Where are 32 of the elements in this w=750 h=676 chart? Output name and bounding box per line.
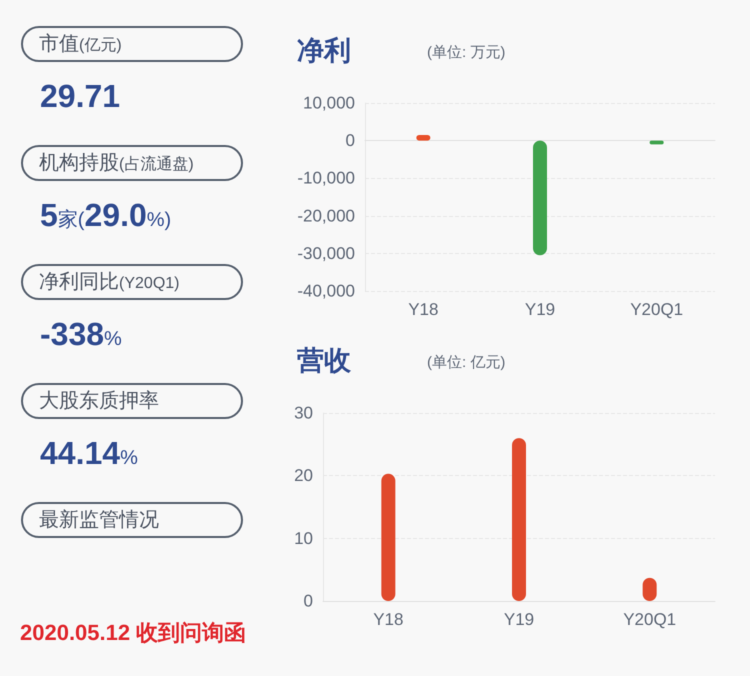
y-tick-label: -20,000 bbox=[297, 206, 355, 226]
text: 2020.05.12 收到问询函 bbox=[20, 619, 246, 647]
y-tick-label: 20 bbox=[294, 466, 313, 486]
y-tick-label: 0 bbox=[346, 131, 355, 150]
y-tick-label: -30,000 bbox=[297, 244, 355, 263]
category-label: 市值(亿元) bbox=[39, 33, 122, 55]
y-tick-label: 10,000 bbox=[303, 94, 355, 112]
category-label: 净利同比(Y20Q1) bbox=[39, 271, 180, 293]
y-tick-label: -10,000 bbox=[297, 168, 355, 188]
y-tick-label: 0 bbox=[304, 592, 313, 610]
category-label: 最新监管情况 bbox=[39, 509, 159, 531]
text: 44.14% bbox=[40, 435, 138, 471]
y-tick-label: 30 bbox=[294, 404, 313, 422]
text: -338% bbox=[40, 316, 122, 352]
x-tick-label: Y18 bbox=[408, 300, 438, 319]
y-tick-label: 10 bbox=[294, 528, 313, 548]
chart-subtitle: (单位: 万元) bbox=[427, 44, 506, 61]
x-tick-label: Y20Q1 bbox=[630, 300, 684, 319]
y-tick-label: -40,000 bbox=[297, 282, 355, 300]
chart-subtitle: (单位: 亿元) bbox=[427, 354, 506, 371]
category-label: 大股东质押率 bbox=[39, 390, 159, 412]
x-tick-label: Y20Q1 bbox=[623, 610, 676, 629]
x-tick-label: Y19 bbox=[504, 610, 534, 629]
category-label: 机构持股(占流通盘) bbox=[39, 152, 194, 174]
text: 29.71 bbox=[40, 78, 120, 114]
chart-title: 营收 bbox=[296, 346, 352, 376]
text: 5家(29.0%) bbox=[40, 197, 172, 233]
bar bbox=[381, 474, 396, 601]
x-tick-label: Y18 bbox=[373, 610, 404, 629]
bar bbox=[512, 438, 526, 601]
chart-title: 净利 bbox=[297, 36, 351, 66]
x-tick-label: Y19 bbox=[524, 300, 556, 319]
